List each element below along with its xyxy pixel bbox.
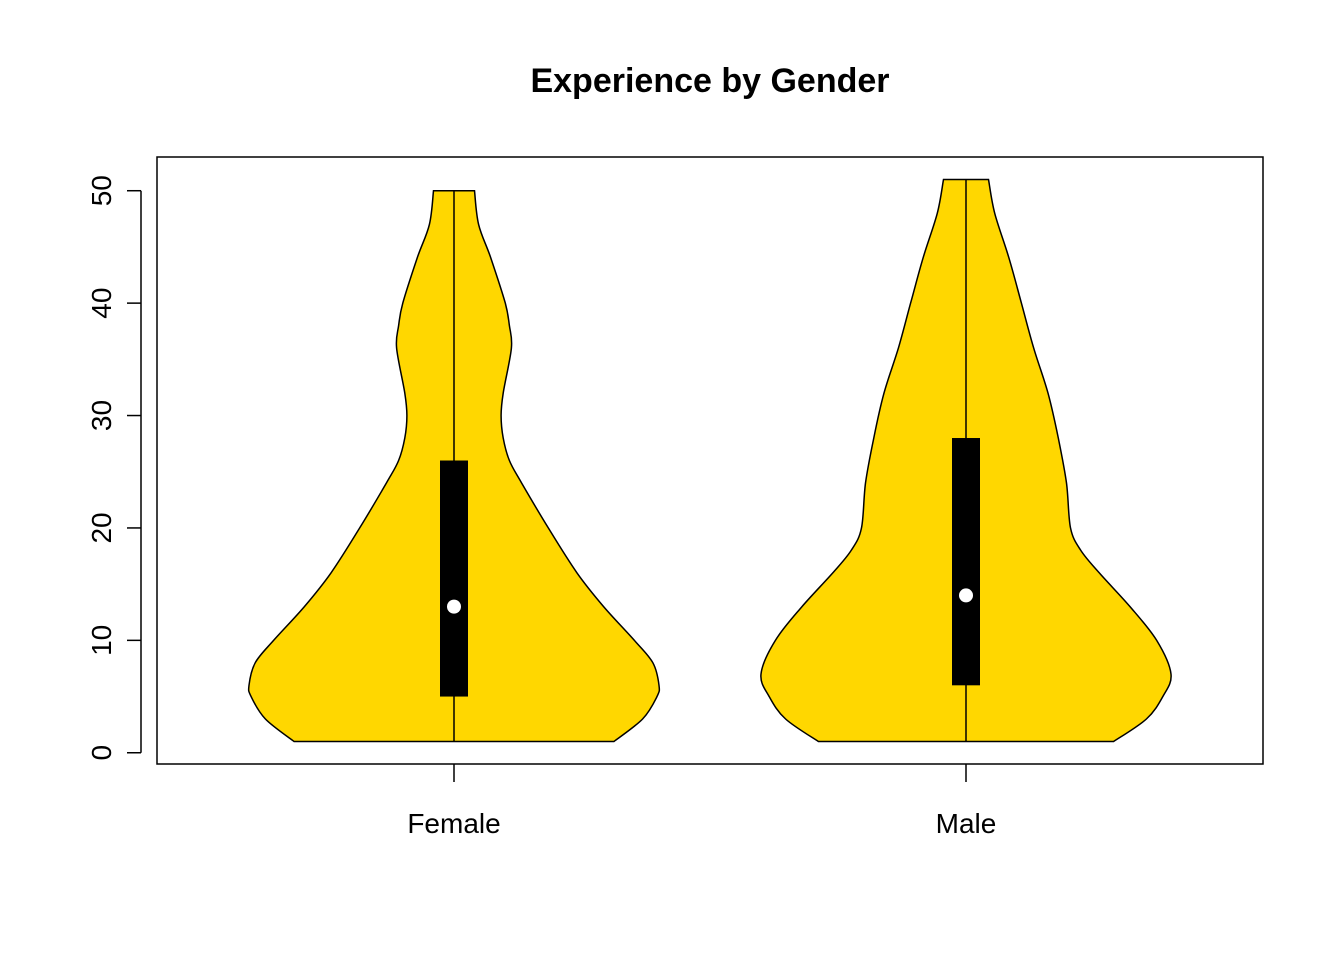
y-tick-label: 30 xyxy=(86,400,117,431)
y-tick-label: 20 xyxy=(86,512,117,543)
y-tick-label: 0 xyxy=(86,745,117,761)
violins xyxy=(249,179,1172,741)
iqr-box xyxy=(440,461,468,697)
x-tick-label: Male xyxy=(936,808,997,839)
x-tick-label: Female xyxy=(407,808,500,839)
violin-male xyxy=(761,179,1171,741)
iqr-box xyxy=(952,438,980,685)
violin-female xyxy=(249,191,660,742)
y-tick-label: 50 xyxy=(86,175,117,206)
y-tick-label: 40 xyxy=(86,288,117,319)
y-axis: 0 10 20 30 40 50 xyxy=(86,175,141,760)
x-axis: Female Male xyxy=(407,764,996,839)
median-point xyxy=(959,588,973,602)
y-tick-label: 10 xyxy=(86,625,117,656)
median-point xyxy=(447,600,461,614)
chart-title: Experience by Gender xyxy=(530,62,889,100)
